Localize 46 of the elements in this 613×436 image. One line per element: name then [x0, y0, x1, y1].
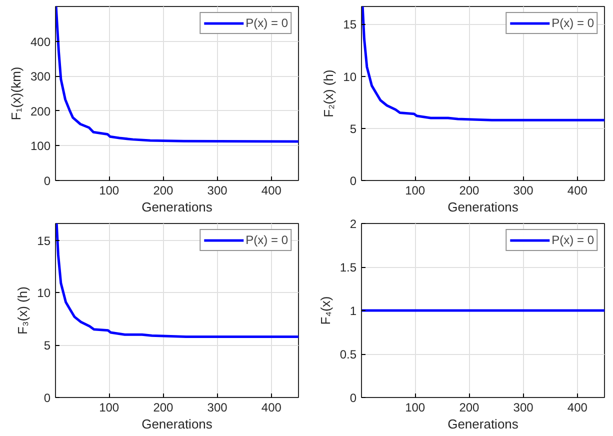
legend-label: P(x) = 0 [552, 16, 594, 30]
y-tick-label: 0 [350, 174, 357, 188]
x-tick-label: 300 [207, 400, 228, 414]
y-tick-label: 15 [37, 234, 51, 248]
y-tick-label: 0.5 [340, 348, 357, 362]
x-tick-label: 400 [567, 184, 588, 198]
legend-label: P(x) = 0 [552, 233, 594, 247]
legend-label: P(x) = 0 [246, 16, 288, 30]
x-tick-label: 100 [99, 400, 120, 414]
y-tick-label: 10 [343, 70, 357, 84]
y-tick-label: 2 [350, 217, 357, 231]
y-tick-label: 0 [44, 391, 51, 405]
x-tick-label: 300 [513, 400, 534, 414]
x-axis-title: Generations [448, 200, 519, 214]
x-tick-label: 100 [405, 184, 426, 198]
legend-label: P(x) = 0 [246, 233, 288, 247]
y-tick-label: 200 [30, 104, 51, 118]
y-tick-label: 0 [350, 391, 357, 405]
y-tick-label: 1 [350, 304, 357, 318]
x-tick-label: 200 [459, 400, 480, 414]
x-tick-label: 300 [207, 184, 228, 198]
y-tick-label: 0 [44, 174, 51, 188]
y-tick-label: 15 [343, 18, 357, 32]
x-tick-label: 100 [99, 184, 120, 198]
y-axis-title: F₄(x) [318, 296, 333, 325]
y-axis-title: F₁(x)(km) [8, 66, 24, 120]
y-tick-label: 300 [30, 70, 51, 84]
y-tick-label: 400 [30, 34, 51, 49]
y-axis-title: F₃(x) (h) [15, 286, 30, 334]
x-tick-label: 200 [459, 184, 480, 198]
y-tick-label: 5 [44, 338, 51, 353]
x-tick-label: 400 [567, 400, 588, 414]
x-axis-title: Generations [448, 416, 519, 432]
x-axis-title: Generations [142, 200, 213, 214]
y-axis-title: F₂(x) (h) [321, 70, 336, 118]
x-tick-label: 400 [261, 400, 282, 414]
x-tick-label: 200 [153, 400, 174, 414]
y-tick-label: 1.5 [340, 260, 357, 274]
x-tick-label: 100 [405, 400, 426, 414]
y-tick-label: 100 [30, 139, 51, 154]
y-tick-label: 10 [37, 286, 51, 300]
x-tick-label: 400 [261, 184, 282, 198]
y-tick-label: 5 [350, 122, 357, 136]
x-tick-label: 300 [513, 184, 534, 198]
x-tick-label: 200 [153, 184, 174, 198]
x-axis-title: Generations [142, 416, 213, 432]
